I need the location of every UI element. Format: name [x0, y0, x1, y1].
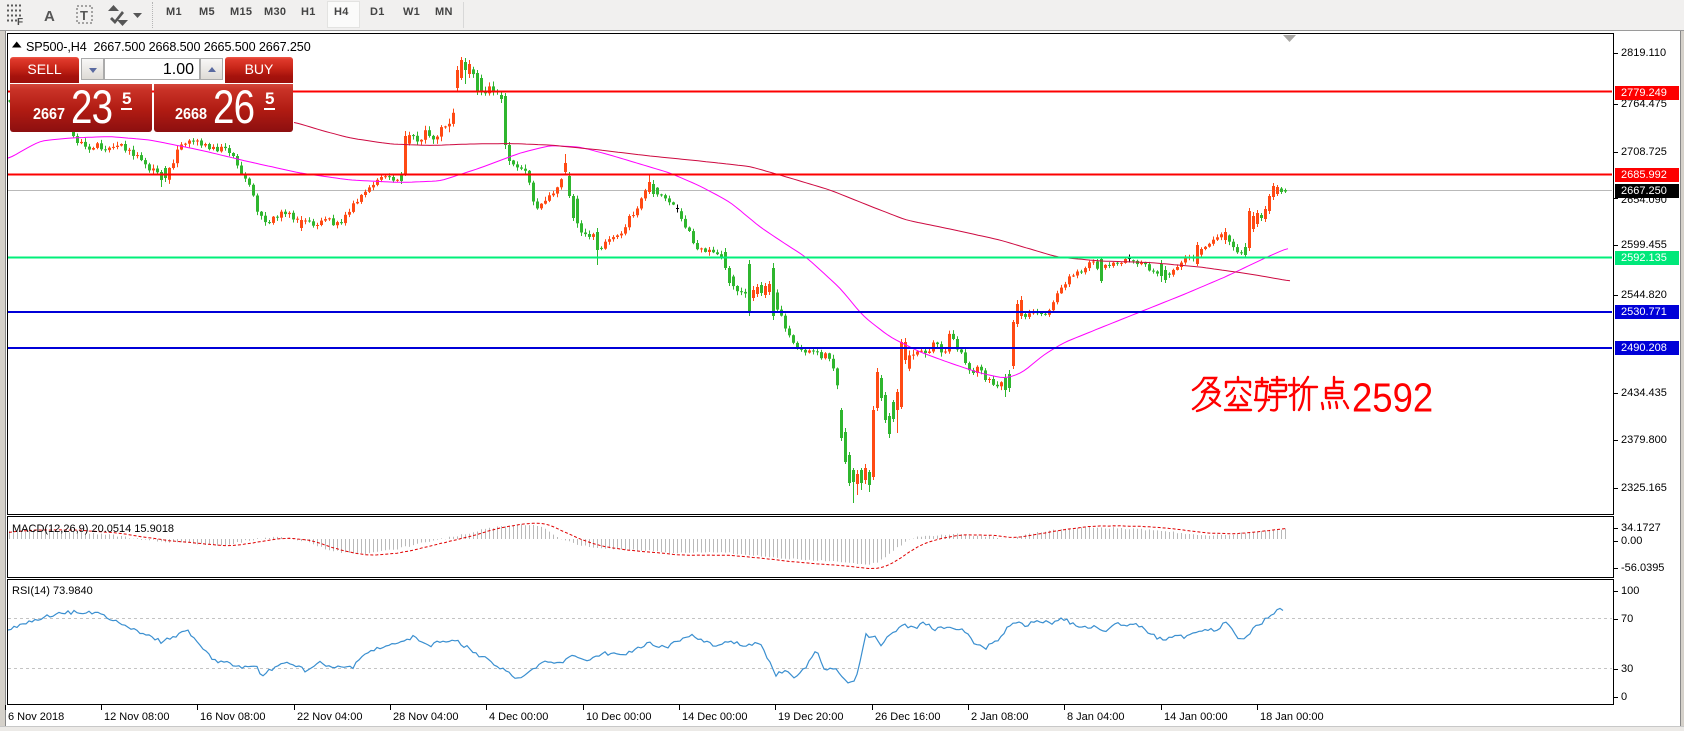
svg-text:2592: 2592 [1352, 376, 1433, 421]
svg-text:A: A [44, 8, 55, 25]
svg-text:F: F [17, 17, 23, 28]
svg-text:T: T [80, 8, 88, 23]
